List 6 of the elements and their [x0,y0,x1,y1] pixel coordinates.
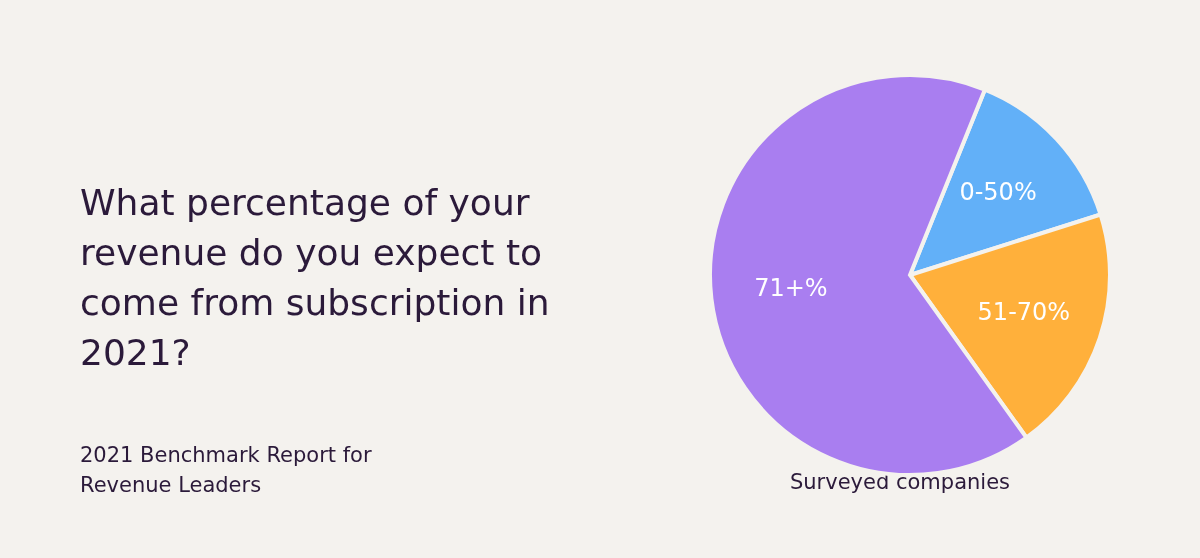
text: What percentage of your revenue do you expect to come from subscription in 2021? [80,181,551,375]
slice-label: 71+% [754,274,828,303]
slice-label: 51-70% [977,297,1071,326]
text: 2021 Benchmark Report for Revenue Leaders [80,442,373,499]
slice-label: 0-50% [959,178,1037,207]
text: Surveyed companies [789,470,1011,494]
